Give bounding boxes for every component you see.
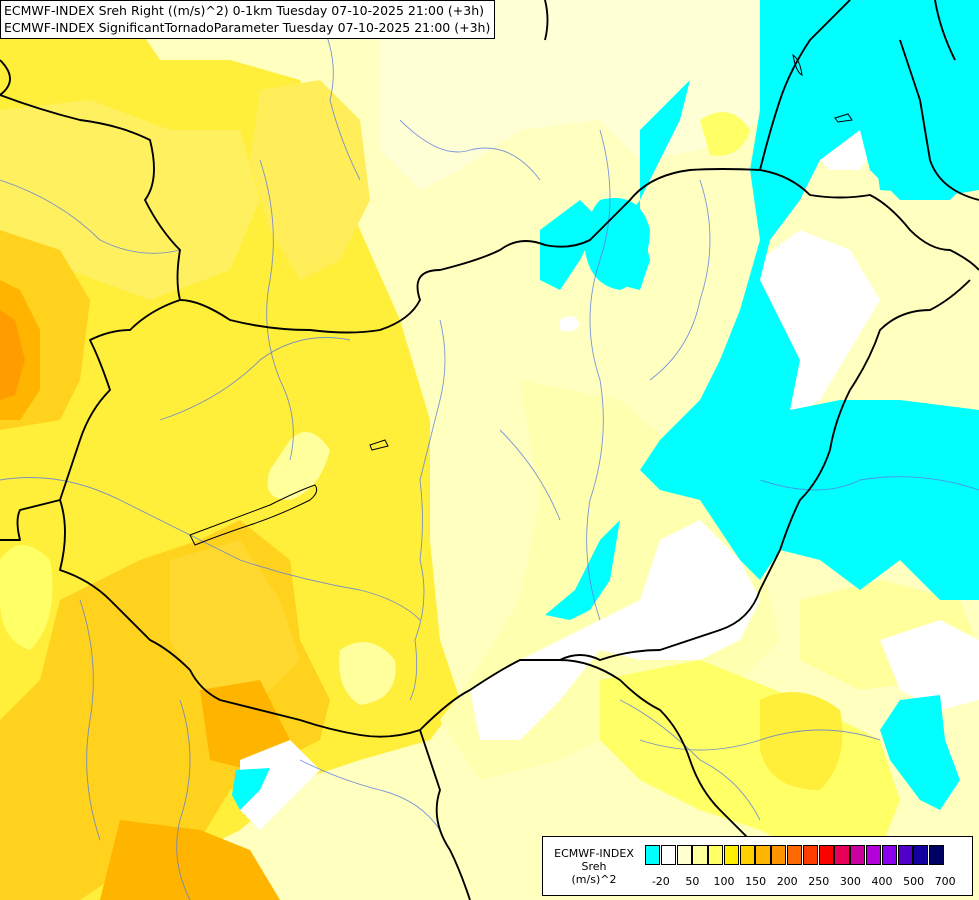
- white-region-center: [470, 520, 760, 740]
- legend-swatch: [787, 845, 803, 865]
- legend-tick-label: 500: [903, 875, 925, 888]
- orange-region-sw: [200, 680, 290, 770]
- legend-tick-label: 300: [839, 875, 861, 888]
- cyan-patch-north-2: [540, 200, 600, 290]
- legend-swatch: [929, 845, 945, 865]
- cyan-patch-north-1: [585, 198, 650, 290]
- header-line-2: ECMWF-INDEX SignificantTornadoParameter …: [4, 20, 491, 35]
- legend-swatch: [660, 845, 676, 865]
- legend-tick-label: 150: [745, 875, 767, 888]
- light-yellow-patch-1: [0, 100, 260, 300]
- lake-balaton: [189, 484, 318, 546]
- legend-tick-label: 700: [934, 875, 956, 888]
- white-region-south: [240, 740, 320, 830]
- orange-region-s: [100, 820, 280, 900]
- cyan-patch-se: [880, 695, 960, 810]
- legend-swatch: [676, 845, 692, 865]
- rivers: [0, 19, 979, 900]
- orange-core-west: [0, 310, 25, 400]
- light-yellow-patch-2: [267, 432, 330, 500]
- color-legend: ECMWF-INDEX Sreh (m/s)^2 -20 50 100 150 200 2…: [542, 836, 973, 896]
- legend-swatch: [723, 845, 740, 865]
- legend-swatch: [771, 845, 787, 865]
- yellow-region-se: [600, 660, 900, 850]
- legend-tick-label: 100: [713, 875, 735, 888]
- legend-title-line-2: Sreh: [581, 860, 607, 873]
- legend-swatch: [865, 845, 882, 865]
- cyan-strip-mid: [545, 520, 620, 620]
- legend-swatch: [692, 845, 708, 865]
- legend-swatch: [913, 845, 929, 865]
- legend-swatch: [802, 845, 818, 865]
- white-patch-mid: [560, 316, 580, 332]
- legend-tick-label: -20: [651, 875, 670, 888]
- legend-tick-label: 50: [685, 875, 700, 888]
- header-line-1: ECMWF-INDEX Sreh Right ((m/s)^2) 0-1km T…: [4, 3, 484, 18]
- legend-tick-label: 250: [808, 875, 830, 888]
- legend-swatch: [739, 845, 755, 865]
- legend-swatch: [834, 845, 850, 865]
- legend-title-line-1: ECMWF-INDEX: [554, 847, 634, 860]
- legend-title-line-3: (m/s)^2: [571, 873, 617, 886]
- map-header: ECMWF-INDEX Sreh Right ((m/s)^2) 0-1km T…: [0, 0, 496, 39]
- cyan-patch-sw: [232, 768, 270, 810]
- legend-swatch: [897, 845, 913, 865]
- orange-yellow-mid: [170, 540, 300, 700]
- light-yellow-patch-3: [339, 642, 396, 705]
- lake-small-1: [369, 439, 389, 451]
- yellow-patch-se: [760, 692, 843, 790]
- legend-swatch: [850, 845, 866, 865]
- white-region-se: [880, 620, 979, 710]
- lake-small-2: [834, 113, 853, 123]
- yellow-patch-ne: [700, 112, 750, 156]
- legend-swatch: [818, 845, 834, 865]
- legend-swatch: [708, 845, 724, 865]
- legend-tick-label: 200: [776, 875, 798, 888]
- light-yellow-patch-4: [0, 545, 53, 650]
- legend-swatch: [755, 845, 771, 865]
- legend-swatch: [645, 845, 661, 865]
- cyan-strip-ne: [870, 120, 979, 195]
- legend-title: ECMWF-INDEX Sreh (m/s)^2: [550, 847, 638, 886]
- legend-tick-label: 400: [871, 875, 893, 888]
- yellow-region-central-north: [250, 80, 370, 280]
- legend-swatches: [645, 845, 945, 865]
- legend-swatch: [881, 845, 897, 865]
